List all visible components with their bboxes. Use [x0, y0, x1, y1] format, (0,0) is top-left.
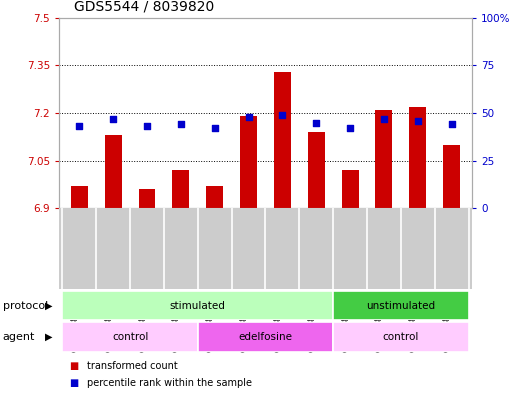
Bar [342, 170, 359, 208]
Text: unstimulated: unstimulated [366, 301, 436, 310]
Text: edelfosine: edelfosine [239, 332, 292, 342]
Bar [172, 170, 189, 208]
Bar [63, 291, 333, 320]
Bar [308, 132, 325, 208]
Text: stimulated: stimulated [170, 301, 226, 310]
Bar [333, 322, 468, 352]
Text: agent: agent [3, 332, 35, 342]
Point [380, 116, 388, 122]
Bar [206, 186, 223, 208]
Point [211, 125, 219, 131]
Bar [198, 322, 333, 352]
Bar [240, 116, 257, 208]
Text: ■: ■ [69, 361, 78, 371]
Point [177, 121, 185, 128]
Text: GDS5544 / 8039820: GDS5544 / 8039820 [74, 0, 214, 14]
Point [109, 116, 117, 122]
Bar [443, 145, 460, 208]
Bar [139, 189, 155, 208]
Point [312, 119, 320, 126]
Text: ▶: ▶ [45, 301, 52, 310]
Text: percentile rank within the sample: percentile rank within the sample [87, 378, 252, 388]
Text: control: control [383, 332, 419, 342]
Point [245, 114, 253, 120]
Point [413, 118, 422, 124]
Bar [409, 107, 426, 208]
Point [346, 125, 354, 131]
Text: transformed count: transformed count [87, 361, 178, 371]
Text: ▶: ▶ [45, 332, 52, 342]
Bar [376, 110, 392, 208]
Bar [274, 72, 291, 208]
Point [75, 123, 84, 129]
Text: ■: ■ [69, 378, 78, 388]
Point [447, 121, 456, 128]
Bar [105, 135, 122, 208]
Point [143, 123, 151, 129]
Text: protocol: protocol [3, 301, 48, 310]
Bar [63, 322, 198, 352]
Bar [333, 291, 468, 320]
Point [278, 112, 286, 118]
Text: control: control [112, 332, 148, 342]
Bar [71, 186, 88, 208]
